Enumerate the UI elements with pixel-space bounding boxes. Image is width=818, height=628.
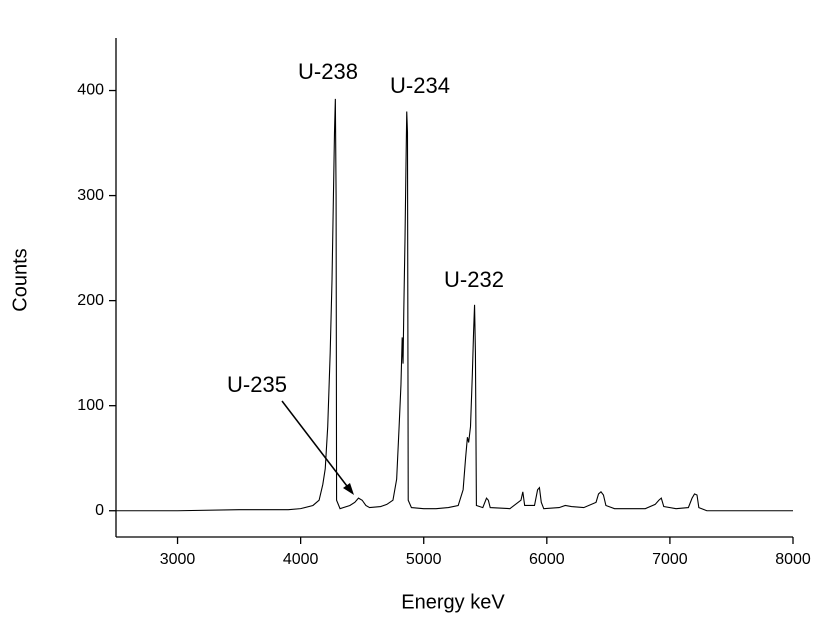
x-tick-label: 7000 — [652, 551, 688, 568]
annotation: U-232 — [444, 267, 504, 292]
annotation: U-235 — [227, 372, 287, 397]
y-tick-label: 100 — [77, 397, 104, 414]
x-tick-label: 8000 — [775, 551, 811, 568]
y-tick-label: 400 — [77, 82, 104, 99]
x-tick-label: 5000 — [406, 551, 442, 568]
annotation-arrowhead — [343, 483, 354, 495]
y-tick-label: 0 — [95, 502, 104, 519]
annotation: U-234 — [390, 73, 450, 98]
annotation-arrow — [281, 400, 351, 491]
x-axis-title: Energy keV — [401, 591, 505, 613]
y-tick-label: 200 — [77, 292, 104, 309]
annotation: U-238 — [298, 59, 358, 84]
spectrum-line — [116, 98, 793, 512]
y-axis-title: Counts — [9, 248, 31, 311]
y-tick-label: 300 — [77, 187, 104, 204]
x-tick-label: 3000 — [160, 551, 196, 568]
x-tick-label: 4000 — [283, 551, 319, 568]
x-tick-label: 6000 — [529, 551, 565, 568]
